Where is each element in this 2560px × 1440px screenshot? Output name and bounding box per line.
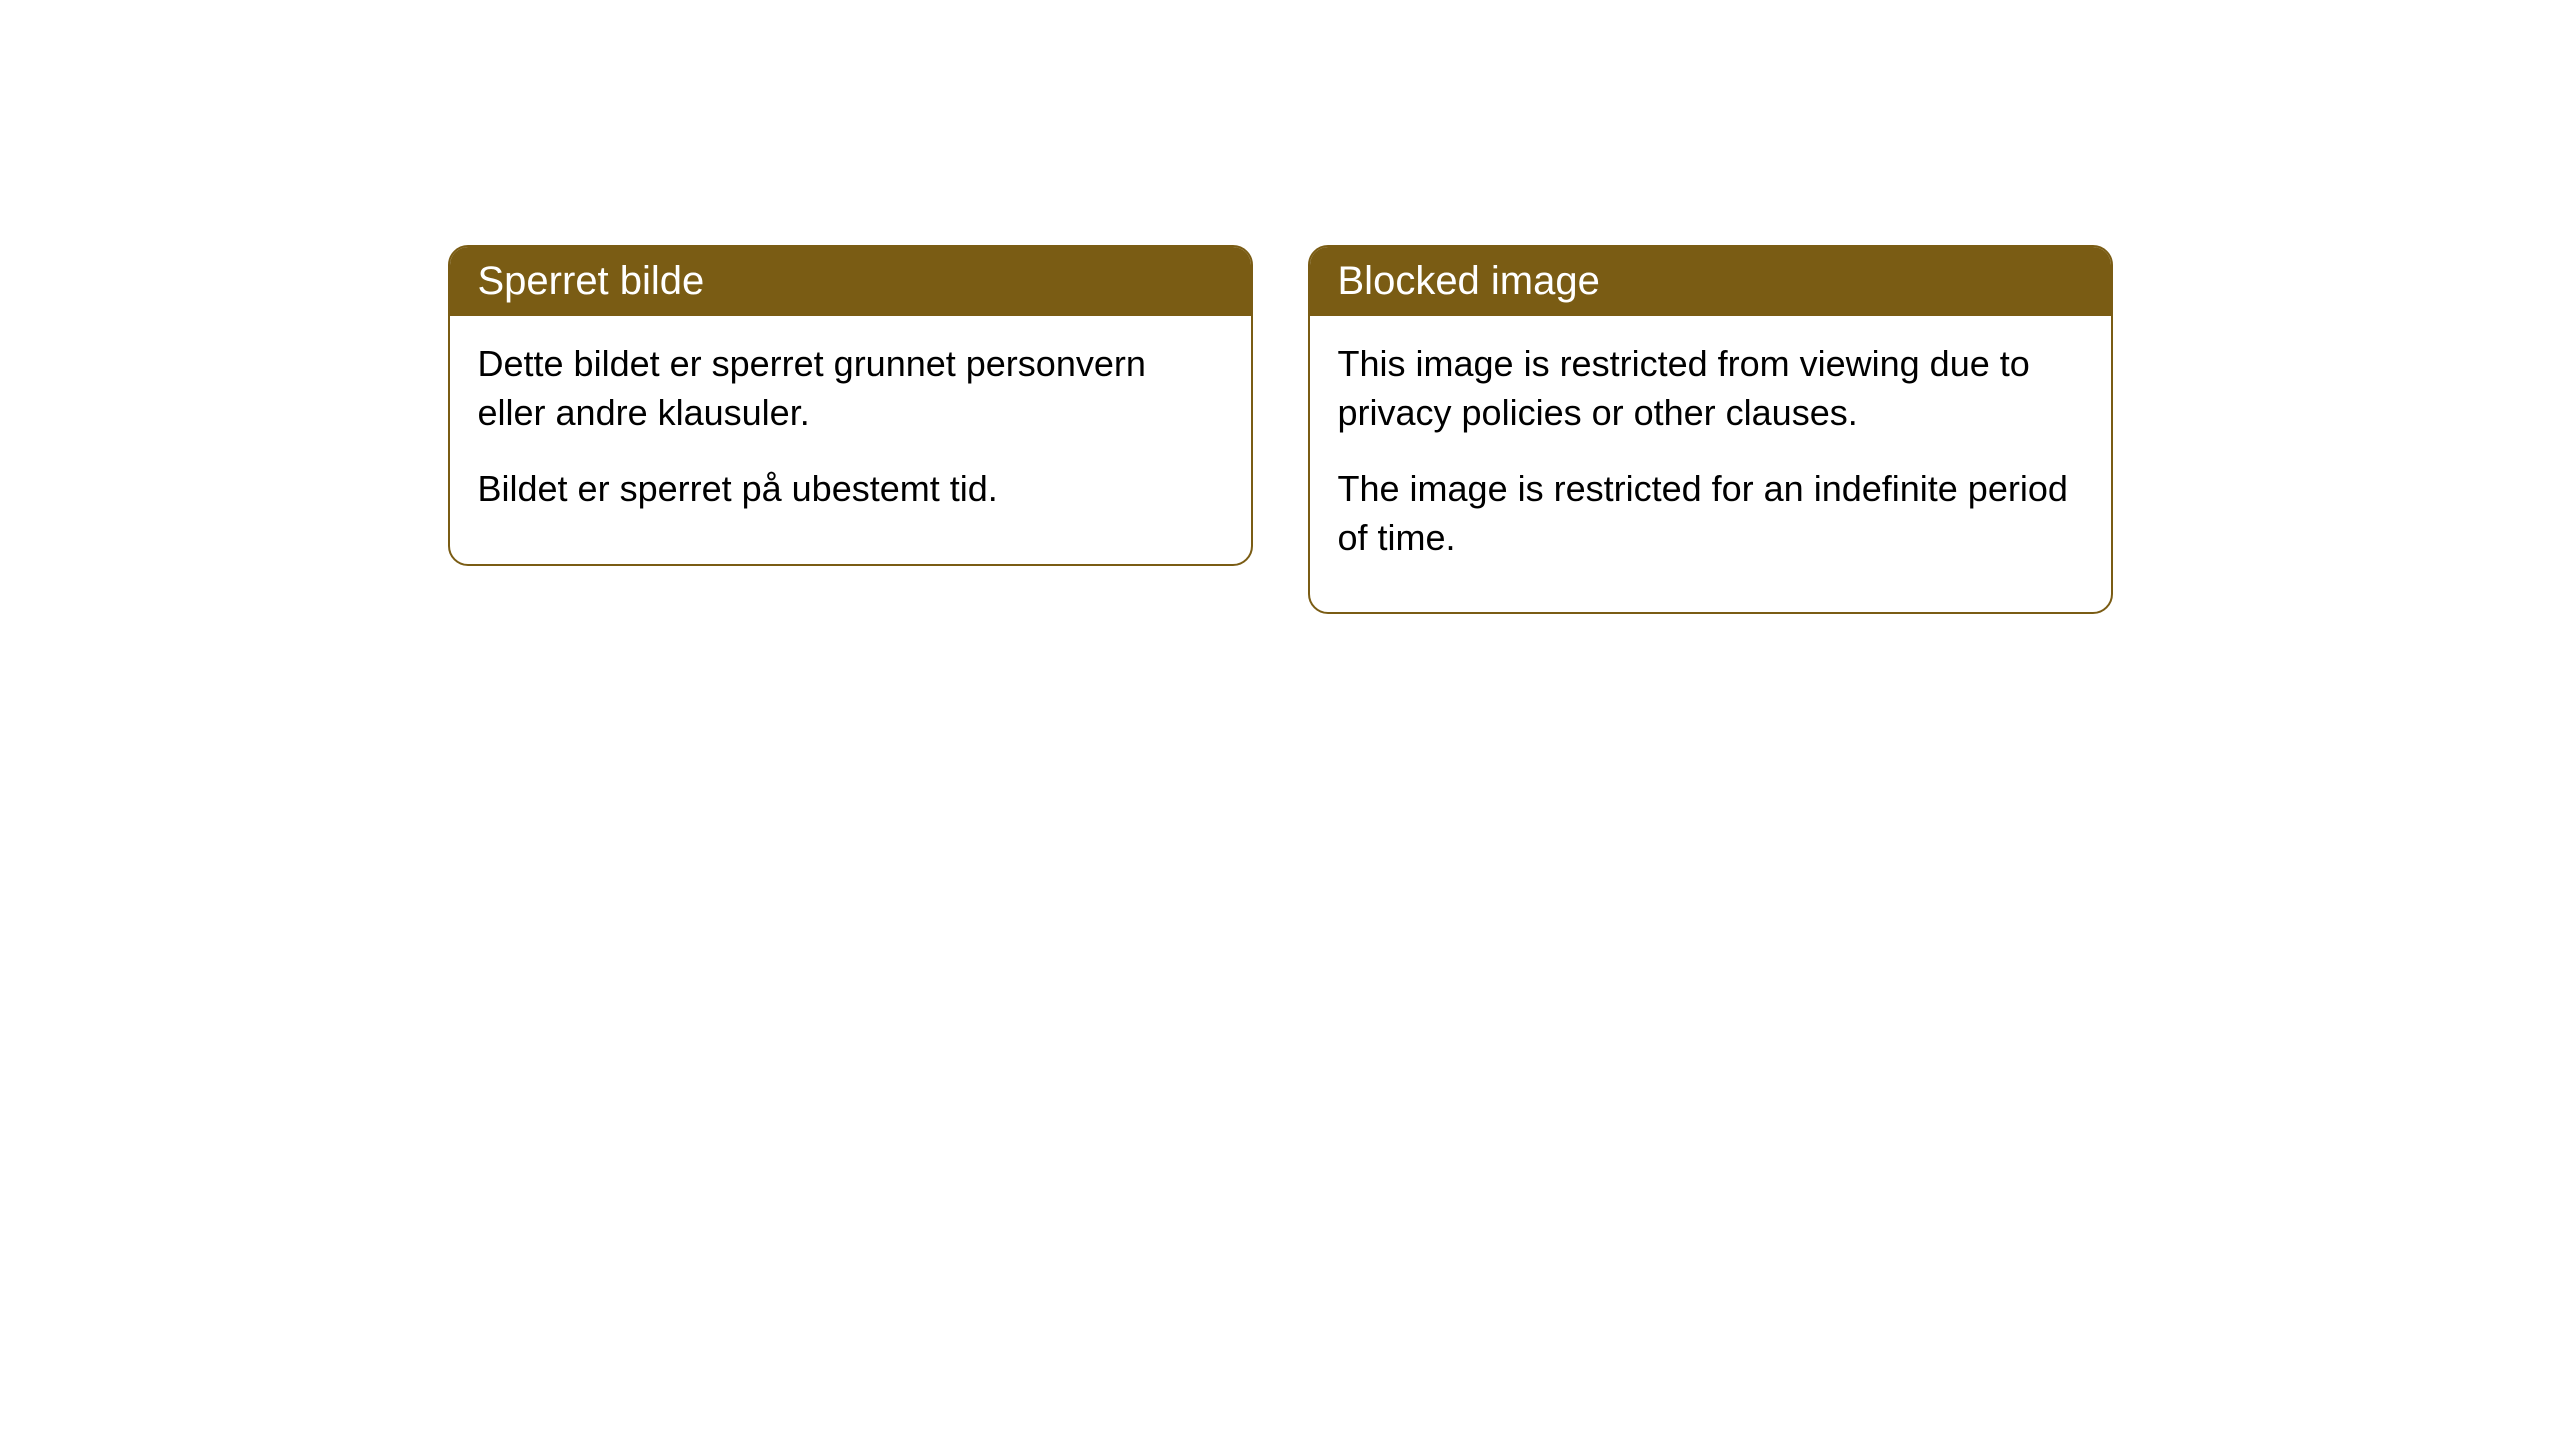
notice-paragraph: Bildet er sperret på ubestemt tid. bbox=[478, 465, 1223, 514]
notice-header-english: Blocked image bbox=[1310, 247, 2111, 316]
notice-paragraph: This image is restricted from viewing du… bbox=[1338, 340, 2083, 437]
notice-card-norwegian: Sperret bilde Dette bildet er sperret gr… bbox=[448, 245, 1253, 566]
notice-paragraph: The image is restricted for an indefinit… bbox=[1338, 465, 2083, 562]
notice-header-norwegian: Sperret bilde bbox=[450, 247, 1251, 316]
notice-card-english: Blocked image This image is restricted f… bbox=[1308, 245, 2113, 614]
notice-body-english: This image is restricted from viewing du… bbox=[1310, 316, 2111, 612]
notice-container: Sperret bilde Dette bildet er sperret gr… bbox=[448, 245, 2113, 1440]
notice-body-norwegian: Dette bildet er sperret grunnet personve… bbox=[450, 316, 1251, 564]
notice-paragraph: Dette bildet er sperret grunnet personve… bbox=[478, 340, 1223, 437]
